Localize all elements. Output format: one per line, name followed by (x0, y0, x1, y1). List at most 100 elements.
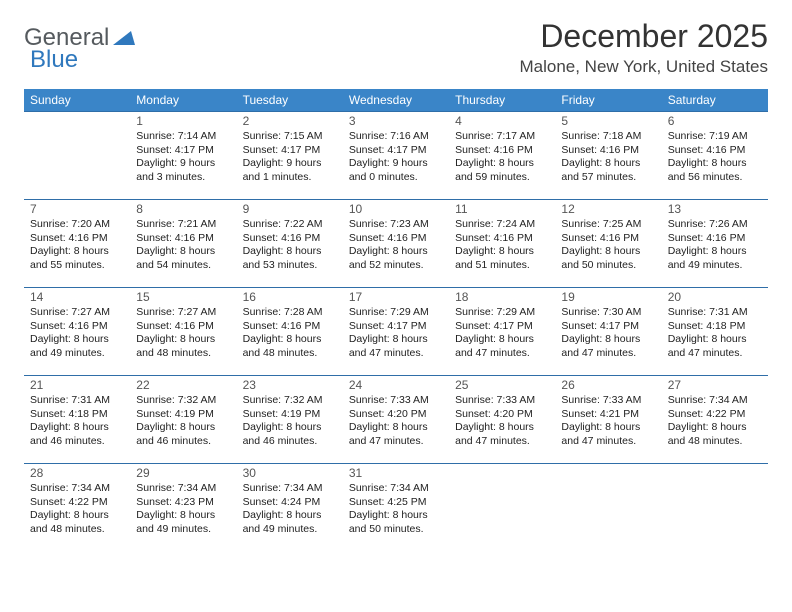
sunrise-line: Sunrise: 7:33 AM (455, 394, 549, 408)
sunset-line: Sunset: 4:16 PM (668, 232, 762, 246)
calendar-head: SundayMondayTuesdayWednesdayThursdayFrid… (24, 89, 768, 112)
week-row: 21Sunrise: 7:31 AMSunset: 4:18 PMDayligh… (24, 376, 768, 464)
daylight-line1: Daylight: 8 hours (561, 245, 655, 259)
day-number: 1 (136, 114, 230, 128)
day-number: 13 (668, 202, 762, 216)
month-title: December 2025 (519, 18, 768, 55)
day-header: Tuesday (237, 89, 343, 112)
day-cell: 31Sunrise: 7:34 AMSunset: 4:25 PMDayligh… (343, 464, 449, 552)
daylight-line2: and 0 minutes. (349, 171, 443, 185)
sunrise-line: Sunrise: 7:28 AM (243, 306, 337, 320)
day-cell: 16Sunrise: 7:28 AMSunset: 4:16 PMDayligh… (237, 288, 343, 376)
day-number: 18 (455, 290, 549, 304)
daylight-line2: and 46 minutes. (243, 435, 337, 449)
day-number: 5 (561, 114, 655, 128)
sunrise-line: Sunrise: 7:30 AM (561, 306, 655, 320)
daylight-line2: and 49 minutes. (243, 523, 337, 537)
sunrise-line: Sunrise: 7:25 AM (561, 218, 655, 232)
daylight-line1: Daylight: 8 hours (455, 157, 549, 171)
sunset-line: Sunset: 4:19 PM (243, 408, 337, 422)
sunset-line: Sunset: 4:17 PM (455, 320, 549, 334)
day-number: 7 (30, 202, 124, 216)
daylight-line2: and 1 minutes. (243, 171, 337, 185)
week-row: 14Sunrise: 7:27 AMSunset: 4:16 PMDayligh… (24, 288, 768, 376)
daylight-line1: Daylight: 8 hours (561, 157, 655, 171)
day-cell: 10Sunrise: 7:23 AMSunset: 4:16 PMDayligh… (343, 200, 449, 288)
sunrise-line: Sunrise: 7:34 AM (243, 482, 337, 496)
sunrise-line: Sunrise: 7:19 AM (668, 130, 762, 144)
daylight-line1: Daylight: 8 hours (668, 421, 762, 435)
week-row: 1Sunrise: 7:14 AMSunset: 4:17 PMDaylight… (24, 112, 768, 200)
day-cell: 24Sunrise: 7:33 AMSunset: 4:20 PMDayligh… (343, 376, 449, 464)
daylight-line1: Daylight: 8 hours (455, 333, 549, 347)
page: General December 2025 Malone, New York, … (0, 0, 792, 552)
sunrise-line: Sunrise: 7:27 AM (30, 306, 124, 320)
sunrise-line: Sunrise: 7:31 AM (668, 306, 762, 320)
day-number: 21 (30, 378, 124, 392)
week-row: 28Sunrise: 7:34 AMSunset: 4:22 PMDayligh… (24, 464, 768, 552)
sunrise-line: Sunrise: 7:34 AM (349, 482, 443, 496)
daylight-line2: and 54 minutes. (136, 259, 230, 273)
daylight-line2: and 47 minutes. (455, 347, 549, 361)
daylight-line1: Daylight: 8 hours (136, 333, 230, 347)
day-header: Wednesday (343, 89, 449, 112)
sunrise-line: Sunrise: 7:34 AM (668, 394, 762, 408)
daylight-line2: and 47 minutes. (668, 347, 762, 361)
sunrise-line: Sunrise: 7:15 AM (243, 130, 337, 144)
day-cell: 4Sunrise: 7:17 AMSunset: 4:16 PMDaylight… (449, 112, 555, 200)
day-cell: 5Sunrise: 7:18 AMSunset: 4:16 PMDaylight… (555, 112, 661, 200)
day-number: 27 (668, 378, 762, 392)
daylight-line1: Daylight: 8 hours (136, 245, 230, 259)
day-cell: 17Sunrise: 7:29 AMSunset: 4:17 PMDayligh… (343, 288, 449, 376)
day-number: 2 (243, 114, 337, 128)
daylight-line1: Daylight: 8 hours (668, 245, 762, 259)
day-cell: 23Sunrise: 7:32 AMSunset: 4:19 PMDayligh… (237, 376, 343, 464)
sunset-line: Sunset: 4:23 PM (136, 496, 230, 510)
day-header: Saturday (662, 89, 768, 112)
sunrise-line: Sunrise: 7:34 AM (30, 482, 124, 496)
daylight-line2: and 47 minutes. (561, 347, 655, 361)
day-cell: 25Sunrise: 7:33 AMSunset: 4:20 PMDayligh… (449, 376, 555, 464)
sunset-line: Sunset: 4:24 PM (243, 496, 337, 510)
day-number: 20 (668, 290, 762, 304)
day-cell (662, 464, 768, 552)
day-cell: 8Sunrise: 7:21 AMSunset: 4:16 PMDaylight… (130, 200, 236, 288)
day-number: 10 (349, 202, 443, 216)
sunset-line: Sunset: 4:16 PM (561, 144, 655, 158)
day-header: Friday (555, 89, 661, 112)
daylight-line2: and 55 minutes. (30, 259, 124, 273)
daylight-line1: Daylight: 8 hours (243, 245, 337, 259)
sunset-line: Sunset: 4:22 PM (30, 496, 124, 510)
sunset-line: Sunset: 4:16 PM (668, 144, 762, 158)
day-header: Monday (130, 89, 236, 112)
day-cell: 18Sunrise: 7:29 AMSunset: 4:17 PMDayligh… (449, 288, 555, 376)
day-cell: 26Sunrise: 7:33 AMSunset: 4:21 PMDayligh… (555, 376, 661, 464)
daylight-line1: Daylight: 8 hours (668, 333, 762, 347)
daylight-line1: Daylight: 8 hours (561, 333, 655, 347)
calendar-table: SundayMondayTuesdayWednesdayThursdayFrid… (24, 89, 768, 552)
sunset-line: Sunset: 4:18 PM (668, 320, 762, 334)
sunset-line: Sunset: 4:16 PM (136, 232, 230, 246)
sunrise-line: Sunrise: 7:32 AM (243, 394, 337, 408)
day-cell: 22Sunrise: 7:32 AMSunset: 4:19 PMDayligh… (130, 376, 236, 464)
sunset-line: Sunset: 4:16 PM (455, 144, 549, 158)
sunrise-line: Sunrise: 7:23 AM (349, 218, 443, 232)
day-number: 31 (349, 466, 443, 480)
daylight-line1: Daylight: 8 hours (30, 333, 124, 347)
daylight-line2: and 50 minutes. (561, 259, 655, 273)
daylight-line1: Daylight: 8 hours (30, 509, 124, 523)
daylight-line2: and 48 minutes. (243, 347, 337, 361)
day-number: 3 (349, 114, 443, 128)
day-number: 4 (455, 114, 549, 128)
sunset-line: Sunset: 4:18 PM (30, 408, 124, 422)
day-cell: 1Sunrise: 7:14 AMSunset: 4:17 PMDaylight… (130, 112, 236, 200)
day-number: 15 (136, 290, 230, 304)
sunset-line: Sunset: 4:22 PM (668, 408, 762, 422)
day-number: 16 (243, 290, 337, 304)
sunrise-line: Sunrise: 7:33 AM (349, 394, 443, 408)
sunrise-line: Sunrise: 7:14 AM (136, 130, 230, 144)
day-number: 22 (136, 378, 230, 392)
day-number: 28 (30, 466, 124, 480)
sunset-line: Sunset: 4:16 PM (349, 232, 443, 246)
day-number: 30 (243, 466, 337, 480)
